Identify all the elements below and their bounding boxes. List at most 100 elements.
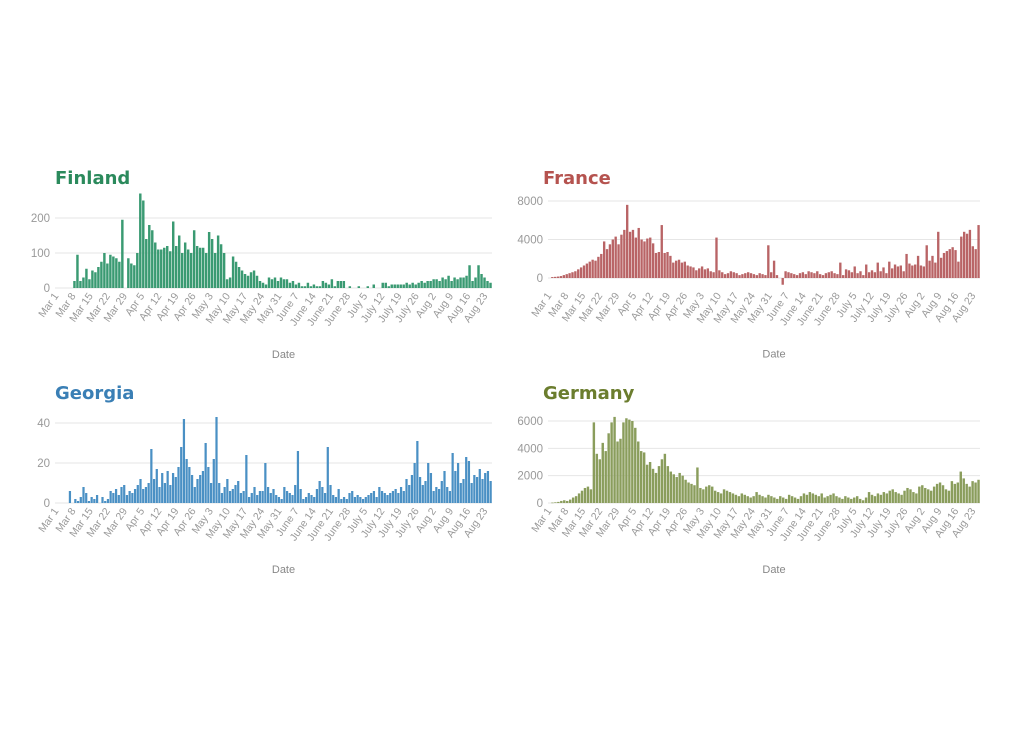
bar — [473, 475, 476, 503]
bar — [435, 279, 438, 288]
bar — [583, 487, 587, 503]
bar — [934, 262, 937, 278]
bar — [962, 478, 965, 503]
bar — [631, 421, 634, 503]
bar — [605, 249, 609, 279]
bar — [448, 491, 452, 503]
bar — [637, 227, 640, 278]
bar — [666, 466, 670, 503]
bar — [180, 253, 184, 288]
bar — [835, 496, 838, 503]
bar — [285, 279, 289, 288]
bar — [836, 274, 839, 278]
bar — [193, 487, 196, 503]
bar — [767, 494, 770, 503]
bar — [222, 253, 226, 288]
bar — [864, 497, 868, 503]
bar — [897, 493, 900, 503]
bar — [900, 494, 903, 503]
bar — [160, 249, 163, 288]
bar — [142, 489, 145, 503]
bar — [672, 262, 675, 278]
bar — [402, 284, 405, 288]
bar — [703, 269, 707, 278]
bar — [456, 463, 460, 503]
bar — [968, 486, 971, 503]
bar — [859, 271, 862, 278]
y-tick-label: 6000 — [517, 416, 543, 428]
bar — [76, 501, 80, 503]
bar — [814, 494, 817, 503]
bar — [824, 273, 828, 278]
bar — [426, 281, 429, 288]
bar — [158, 487, 161, 503]
bar — [85, 493, 88, 503]
bar — [264, 284, 268, 288]
bar — [389, 493, 392, 503]
bar — [928, 260, 931, 278]
bar — [234, 485, 237, 503]
bar — [273, 277, 277, 288]
bar — [288, 282, 292, 288]
bar — [906, 487, 909, 503]
bar — [462, 277, 465, 288]
bar — [142, 200, 145, 288]
bar — [669, 255, 672, 278]
bar — [342, 281, 346, 288]
bar — [554, 502, 557, 503]
bar — [634, 427, 637, 503]
bar — [696, 467, 699, 503]
bar — [932, 486, 936, 503]
bar — [921, 485, 924, 503]
bar — [737, 496, 741, 503]
y-tick-label: 40 — [37, 418, 50, 430]
bar — [888, 490, 891, 503]
bar — [607, 433, 610, 503]
bar — [577, 269, 580, 278]
bar — [127, 258, 130, 288]
bar — [568, 499, 572, 503]
bar — [402, 491, 405, 503]
bar — [856, 273, 859, 278]
bar — [758, 273, 761, 278]
bar — [453, 277, 456, 288]
bar — [850, 272, 854, 278]
bar — [390, 284, 393, 288]
bar — [139, 479, 142, 503]
bar — [716, 492, 720, 503]
bar — [432, 491, 435, 503]
bar — [642, 452, 646, 503]
bar — [435, 487, 438, 503]
bar — [758, 494, 761, 503]
bar — [204, 443, 207, 503]
bar — [465, 457, 468, 503]
bar — [784, 271, 787, 278]
bar — [799, 496, 803, 503]
bar — [876, 262, 879, 278]
bar — [909, 489, 912, 503]
bar — [440, 481, 443, 503]
bar — [109, 254, 112, 288]
bar — [117, 495, 120, 503]
bar — [801, 272, 805, 278]
bar — [905, 253, 908, 278]
bar — [237, 481, 240, 503]
bar — [296, 451, 300, 503]
bar — [410, 475, 414, 503]
bar — [383, 493, 386, 503]
bar — [598, 459, 601, 503]
bar — [188, 467, 191, 503]
bar — [266, 487, 270, 503]
bar — [180, 447, 183, 503]
bar — [908, 263, 911, 278]
bar — [199, 475, 202, 503]
bar — [610, 422, 613, 503]
bar — [288, 493, 291, 503]
bar — [965, 233, 969, 278]
bar — [767, 245, 770, 278]
bar — [97, 267, 100, 288]
bar — [91, 270, 94, 288]
bar — [148, 225, 151, 288]
bar — [893, 264, 897, 278]
bar — [944, 489, 948, 503]
